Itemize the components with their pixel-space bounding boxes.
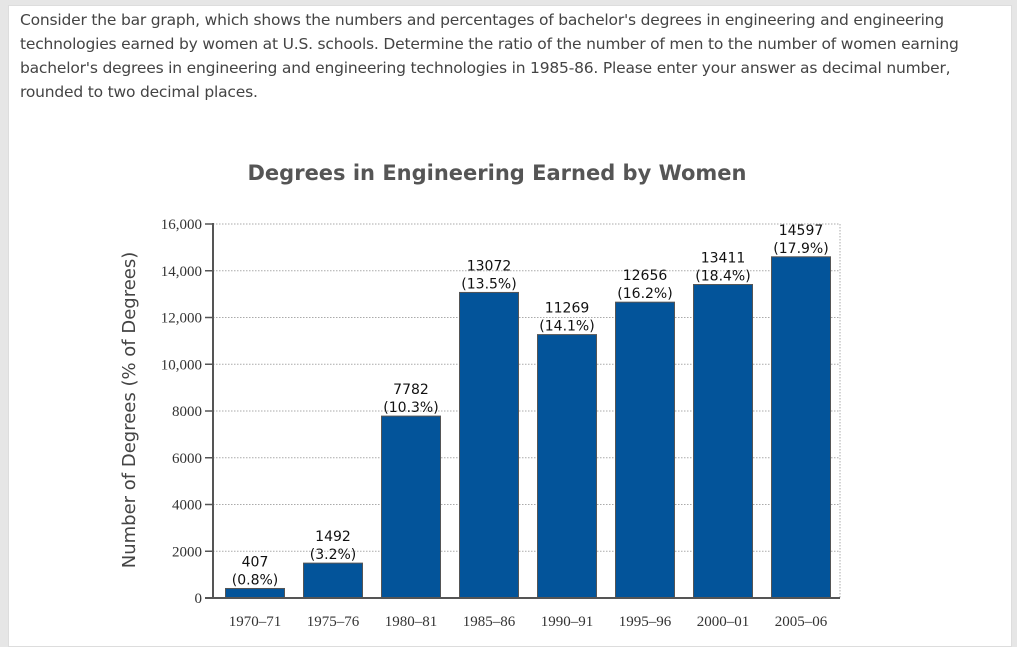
value-label: 7782 <box>393 382 429 398</box>
bar-1980–81 <box>381 415 441 599</box>
y-tick-label: 10,000 <box>161 357 202 373</box>
value-label: 13072 <box>467 258 512 274</box>
value-label: 407 <box>242 554 269 570</box>
question-text: Consider the bar graph, which shows the … <box>20 11 959 101</box>
x-tick-label: 2000–01 <box>697 614 750 630</box>
bar-2005–06 <box>771 256 831 599</box>
chart-title: Degrees in Engineering Earned by Women <box>248 161 747 185</box>
percent-label: (16.2%) <box>617 286 672 302</box>
bar-1985–86 <box>459 291 519 599</box>
x-tick-label: 1990–91 <box>541 614 594 630</box>
x-tick-label: 1975–76 <box>307 614 360 630</box>
value-label: 14597 <box>779 223 824 239</box>
value-label: 13411 <box>701 251 746 267</box>
value-label: 1492 <box>315 529 351 545</box>
value-label: 11269 <box>545 301 590 317</box>
y-tick-label: 16,000 <box>161 217 202 233</box>
bar-2000–01 <box>693 284 753 599</box>
y-tick-label: 6000 <box>172 451 202 467</box>
bar-1970–71 <box>225 587 285 599</box>
y-tick-label: 12,000 <box>161 311 202 327</box>
bar-1990–91 <box>537 334 597 599</box>
percent-label: (0.8%) <box>232 572 279 588</box>
y-tick-label: 14,000 <box>161 264 202 280</box>
y-tick-label: 8000 <box>172 404 202 420</box>
percent-label: (18.4%) <box>695 269 750 285</box>
percent-label: (13.5%) <box>461 276 516 292</box>
y-tick-label: 0 <box>195 591 203 607</box>
x-tick-label: 1980–81 <box>385 614 438 630</box>
value-label: 12656 <box>623 268 668 284</box>
percent-label: (17.9%) <box>773 241 828 257</box>
percent-label: (14.1%) <box>539 319 594 335</box>
y-tick-label: 4000 <box>172 498 202 514</box>
x-tick-label: 2005–06 <box>775 614 828 630</box>
bar-1975–76 <box>303 562 363 599</box>
x-tick-label: 1995–96 <box>619 614 672 630</box>
y-tick-label: 2000 <box>172 544 202 560</box>
bar-chart: Degrees in Engineering Earned by Women Nu… <box>119 161 841 630</box>
percent-label: (10.3%) <box>383 400 438 416</box>
percent-label: (3.2%) <box>310 547 357 563</box>
x-tick-label: 1970–71 <box>229 614 282 630</box>
bar-1995–96 <box>615 301 675 599</box>
y-axis-label: Number of Degrees (% of Degrees) <box>119 252 140 569</box>
x-tick-label: 1985–86 <box>463 614 516 630</box>
